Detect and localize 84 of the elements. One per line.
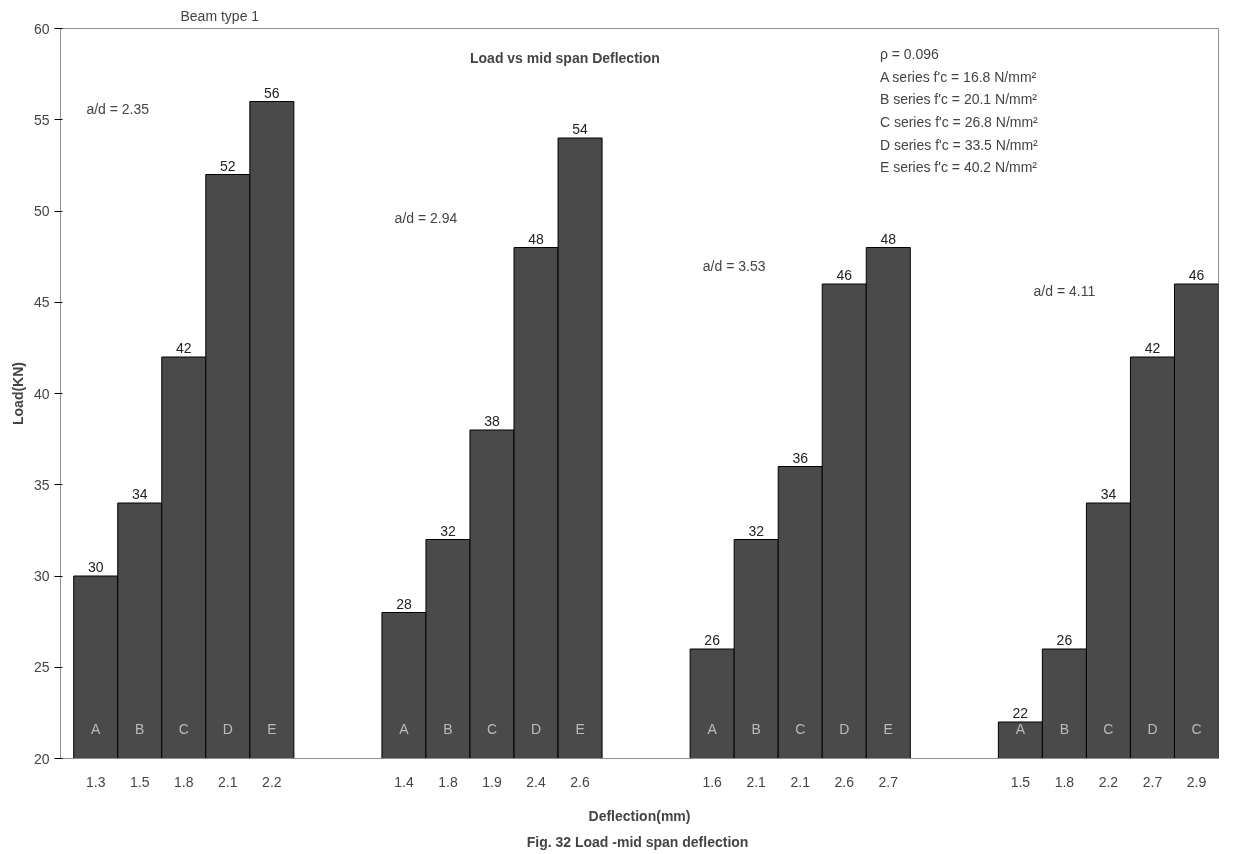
- x-tick-label: 1.8: [174, 773, 194, 790]
- annotation: B: [751, 721, 761, 738]
- y-tick-label: 50: [33, 203, 50, 219]
- annotation: C: [486, 721, 498, 738]
- data-label: 48: [528, 230, 545, 247]
- x-tick-label: 2.1: [746, 773, 767, 790]
- y-tick-label: 25: [33, 659, 50, 676]
- annotation: C: [1103, 721, 1114, 738]
- data-label: 26: [704, 632, 721, 648]
- annotation: E: [575, 721, 585, 738]
- y-tick-label: 35: [33, 476, 50, 493]
- data-label: 36: [792, 449, 809, 466]
- annotation: E: [267, 721, 277, 738]
- x-tick-label: 2.9: [1186, 773, 1207, 790]
- x-tick-label: 1.5: [130, 773, 150, 790]
- x-tick-label: 1.9: [482, 773, 502, 790]
- data-label: 38: [484, 413, 500, 429]
- text: Beam type 1: [180, 7, 260, 24]
- y-tick-label: 60: [33, 20, 50, 37]
- x-tick-label: 2.4: [526, 773, 546, 790]
- data-label: 54: [572, 121, 589, 137]
- x-tick-label: 2.1: [218, 773, 238, 790]
- data-label: 22: [1012, 705, 1029, 721]
- x-tick-label: 2.2: [262, 773, 282, 790]
- data-label: 56: [264, 84, 280, 101]
- x-tick-label: 2.1: [790, 773, 811, 790]
- caption: Fig. 32 Load -mid span deflection: [526, 833, 749, 850]
- data-label: 48: [880, 230, 897, 247]
- data-label: 52: [220, 157, 236, 174]
- x-tick-label: 1.8: [438, 773, 458, 790]
- annotation: E series f'c = 40.2 N/mm²: [879, 159, 1038, 176]
- x-tick-label: 2.6: [570, 773, 590, 790]
- x-tick-label: 1.8: [1054, 773, 1075, 790]
- data-label: 34: [1100, 486, 1117, 502]
- annotation: C: [178, 721, 189, 738]
- x-tick-label: 2.7: [878, 773, 899, 790]
- data-label: 42: [1144, 340, 1161, 356]
- y-tick-label: 45: [33, 294, 50, 311]
- annotation: B: [135, 721, 145, 738]
- annotation: D: [839, 721, 850, 738]
- annotation: D series f'c = 33.5 N/mm²: [879, 136, 1039, 153]
- annotation: D: [1147, 721, 1158, 738]
- x-tick-label: 2.2: [1098, 773, 1119, 790]
- y-tick-label: 55: [33, 111, 50, 128]
- annotation: A: [91, 721, 102, 738]
- annotation: B series f'c = 20.1 N/mm²: [879, 91, 1038, 108]
- y-axis-title: Load(KN): [9, 361, 26, 425]
- x-tick-label: 1.3: [85, 773, 106, 790]
- y-tick-label: 40: [33, 385, 50, 402]
- x-axis-title: Deflection(mm): [588, 807, 691, 824]
- x-tick-label: 2.6: [834, 773, 855, 790]
- data-label: 42: [176, 340, 192, 356]
- annotation: B: [443, 721, 453, 738]
- annotation: C: [1191, 721, 1202, 738]
- data-label: 26: [1056, 632, 1073, 648]
- data-label: 32: [440, 522, 456, 539]
- x-tick-label: 2.7: [1142, 773, 1163, 790]
- annotation: a/d = 4.11: [1033, 283, 1096, 300]
- annotation: C series f'c = 26.8 N/mm²: [879, 113, 1039, 130]
- data-label: 28: [396, 595, 412, 612]
- data-label: 34: [131, 486, 148, 502]
- annotation: a/d = 2.94: [394, 210, 458, 227]
- annotation: D: [222, 721, 233, 738]
- text: Load vs mid span Deflection: [470, 49, 660, 66]
- annotation: B: [1059, 721, 1070, 738]
- data-label: 32: [748, 522, 765, 539]
- data-label: 30: [87, 559, 104, 575]
- annotation: a/d = 3.53: [702, 257, 766, 274]
- annotation: C: [795, 721, 806, 738]
- data-label: 46: [836, 267, 853, 283]
- annotation: D: [530, 721, 542, 738]
- x-tick-label: 1.6: [702, 773, 723, 790]
- annotation: A: [707, 721, 718, 738]
- x-tick-label: 1.4: [394, 773, 414, 790]
- annotation: a/d = 2.35: [86, 100, 150, 117]
- data-label: 46: [1188, 267, 1205, 283]
- y-tick-label: 20: [33, 750, 50, 767]
- annotation: A: [399, 721, 410, 738]
- annotation: ρ = 0.096: [879, 46, 940, 63]
- x-tick-label: 1.5: [1010, 773, 1031, 790]
- annotation: A: [1015, 721, 1026, 738]
- y-tick-label: 30: [33, 568, 50, 584]
- annotation: A series f'c = 16.8 N/mm²: [879, 68, 1037, 85]
- annotation: E: [883, 721, 893, 738]
